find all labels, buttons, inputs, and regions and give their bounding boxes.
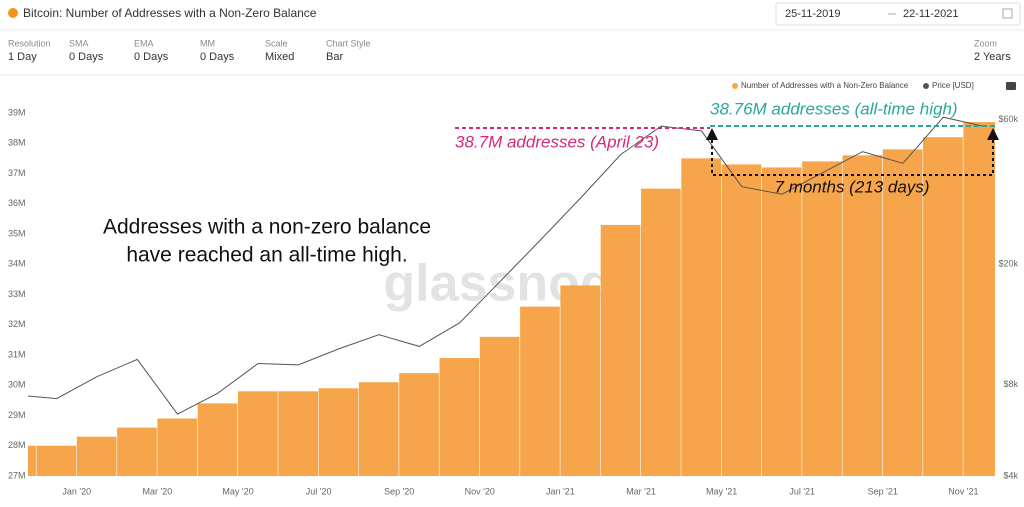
- y-tick-label: 27M: [8, 470, 26, 480]
- x-tick-label: May '20: [222, 486, 253, 496]
- bar: [560, 285, 601, 476]
- control-label: EMA: [134, 38, 154, 48]
- y-tick-label: 38M: [8, 138, 26, 148]
- y2-tick-label: $8k: [1003, 379, 1018, 389]
- price-line: [28, 116, 984, 415]
- bar: [802, 161, 842, 476]
- bar: [28, 445, 36, 476]
- bar: [278, 391, 318, 476]
- y-tick-label: 29M: [8, 410, 26, 420]
- control-label: MM: [200, 38, 215, 48]
- title: Bitcoin: Number of Addresses with a Non-…: [23, 6, 317, 20]
- x-tick-label: Nov '20: [465, 486, 495, 496]
- control-value[interactable]: 2 Years: [974, 51, 1011, 63]
- legend-swatch: [732, 83, 738, 89]
- control-value[interactable]: 1 Day: [8, 51, 37, 63]
- bar: [117, 427, 157, 476]
- bar: [439, 358, 480, 476]
- y-tick-label: 35M: [8, 228, 26, 238]
- bar: [36, 445, 77, 476]
- y2-tick-label: $20k: [998, 258, 1018, 268]
- y-tick-label: 30M: [8, 380, 26, 390]
- y2-tick-label: $4k: [1003, 470, 1018, 480]
- bar: [641, 188, 681, 476]
- btc-icon: [8, 8, 18, 18]
- control-label: SMA: [69, 38, 89, 48]
- date-range[interactable]: [775, 2, 1021, 26]
- legend-label: Number of Addresses with a Non-Zero Bala…: [741, 81, 909, 90]
- bar: [479, 336, 520, 476]
- bar: [399, 373, 439, 476]
- legend-swatch: [923, 83, 929, 89]
- x-tick-label: May '21: [706, 486, 737, 496]
- bar: [520, 306, 560, 476]
- bar: [882, 149, 923, 477]
- x-tick-label: Mar '21: [626, 486, 656, 496]
- x-tick-label: Sep '20: [384, 486, 414, 496]
- date-to[interactable]: 22-11-2021: [903, 8, 958, 20]
- y-tick-label: 37M: [8, 168, 26, 178]
- x-tick-label: Jan '20: [62, 486, 91, 496]
- span-bracket: [711, 140, 994, 176]
- x-tick-label: Jan '21: [546, 486, 575, 496]
- x-tick-label: Nov '21: [948, 486, 978, 496]
- legend-label: Price [USD]: [932, 81, 974, 90]
- camera-icon[interactable]: [1006, 82, 1016, 90]
- y-tick-label: 39M: [8, 107, 26, 117]
- bar: [358, 382, 399, 476]
- control-value[interactable]: Bar: [326, 51, 343, 63]
- bar: [721, 164, 762, 477]
- control-value[interactable]: 0 Days: [134, 51, 169, 63]
- annotation: Addresses with a non-zero balance: [103, 216, 431, 239]
- control-label: Zoom: [974, 38, 997, 48]
- control-value[interactable]: 0 Days: [69, 51, 104, 63]
- bar: [761, 167, 802, 476]
- x-tick-label: Mar '20: [143, 486, 173, 496]
- annotation: 38.76M addresses (all-time high): [710, 99, 958, 118]
- annotation: have reached an all-time high.: [126, 244, 407, 267]
- x-tick-label: Jul '21: [789, 486, 815, 496]
- annotation: 7 months (213 days): [775, 177, 930, 196]
- control-label: Scale: [265, 38, 288, 48]
- bar: [238, 391, 278, 476]
- arrow-head: [706, 128, 718, 140]
- bar: [923, 137, 963, 476]
- x-tick-label: Jul '20: [306, 486, 332, 496]
- bar: [76, 436, 117, 476]
- bar: [963, 122, 995, 476]
- y-tick-label: 34M: [8, 259, 26, 269]
- y2-tick-label: $60k: [998, 114, 1018, 124]
- annotations: 38.76M addresses (all-time high) 38.7M a…: [103, 99, 999, 267]
- control-label: Resolution: [8, 38, 51, 48]
- arrow-head: [987, 128, 999, 140]
- y-tick-label: 28M: [8, 440, 26, 450]
- control-value[interactable]: Mixed: [265, 51, 294, 63]
- y-tick-label: 33M: [8, 289, 26, 299]
- control-value[interactable]: 0 Days: [200, 51, 235, 63]
- bar: [197, 403, 238, 476]
- annotation: 38.7M addresses (April 23): [455, 132, 659, 151]
- x-tick-label: Sep '21: [868, 486, 898, 496]
- bar: [157, 418, 198, 476]
- bar: [318, 388, 359, 476]
- control-label: Chart Style: [326, 38, 371, 48]
- y-tick-label: 31M: [8, 349, 26, 359]
- y-tick-label: 32M: [8, 319, 26, 329]
- y-tick-label: 36M: [8, 198, 26, 208]
- bar: [842, 155, 883, 476]
- bar: [600, 224, 641, 476]
- date-from[interactable]: 25-11-2019: [785, 8, 840, 20]
- bar: [681, 158, 721, 476]
- calendar-icon[interactable]: [1002, 8, 1013, 19]
